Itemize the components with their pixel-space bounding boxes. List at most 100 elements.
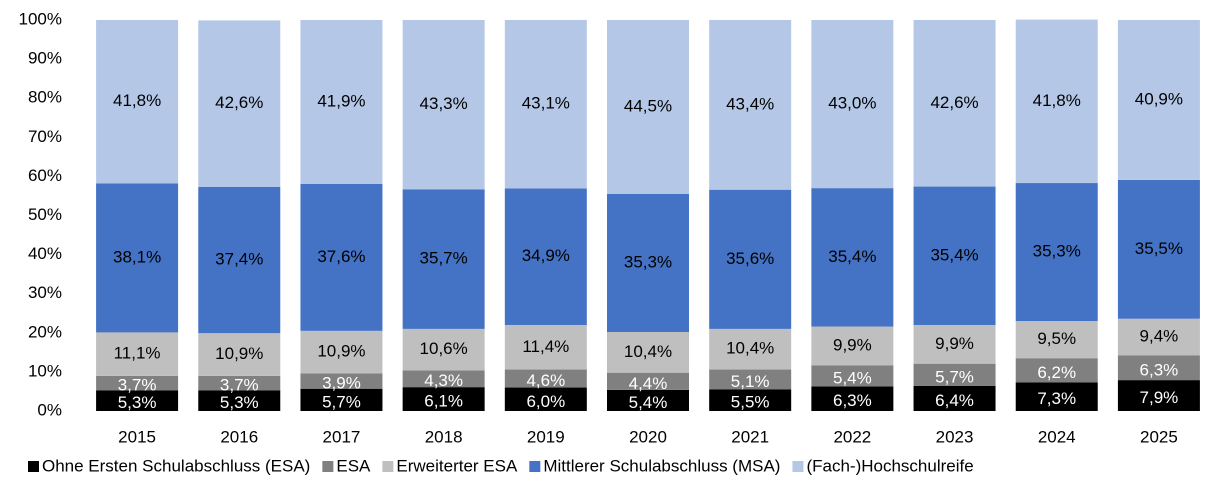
bar-segment — [607, 193, 689, 333]
legend-label: (Fach-)Hochschulreife — [806, 456, 973, 475]
data-label: 6,3% — [1140, 360, 1179, 379]
data-label: 6,2% — [1037, 363, 1076, 382]
data-label: 3,7% — [118, 376, 157, 395]
bar-segment — [607, 332, 689, 373]
bar-segment — [709, 328, 792, 370]
bar-segment — [913, 20, 996, 187]
data-label: 41,8% — [1033, 91, 1081, 110]
bar-segment — [300, 388, 383, 411]
bar-segment — [1015, 321, 1098, 359]
data-label: 6,4% — [935, 391, 974, 410]
bar-segment — [402, 328, 485, 371]
x-tick-label: 2020 — [629, 427, 667, 446]
data-label: 9,9% — [935, 334, 974, 353]
bar-segment — [504, 188, 587, 325]
data-label: 40,9% — [1135, 89, 1183, 108]
data-label: 9,9% — [833, 335, 872, 354]
data-label: 43,3% — [420, 94, 468, 113]
data-label: 9,4% — [1140, 327, 1179, 346]
data-label: 5,1% — [731, 372, 770, 391]
bar-segment — [300, 20, 383, 184]
bar-segment — [300, 373, 383, 389]
bar-segment — [811, 326, 894, 366]
bar-segment — [1117, 380, 1200, 411]
data-label: 5,4% — [833, 368, 872, 387]
data-label: 37,6% — [317, 247, 365, 266]
legend-swatch — [382, 461, 394, 472]
legend-swatch — [28, 461, 39, 472]
data-label: 10,9% — [317, 342, 365, 361]
data-label: 35,4% — [930, 245, 978, 264]
data-label: 37,4% — [215, 250, 263, 269]
bar-segment — [198, 390, 281, 411]
bar-segment — [811, 365, 894, 387]
x-tick-label: 2025 — [1140, 427, 1178, 446]
legend-label: Mittlerer Schulabschluss (MSA) — [543, 456, 780, 475]
x-tick-label: 2017 — [323, 427, 361, 446]
data-label: 10,4% — [726, 339, 774, 358]
bar-segment — [504, 20, 587, 189]
x-tick-label: 2023 — [936, 427, 974, 446]
data-label: 35,4% — [828, 247, 876, 266]
data-label: 6,3% — [833, 391, 872, 410]
bar-segment — [913, 363, 996, 386]
legend-swatch — [322, 461, 334, 472]
data-label: 41,9% — [317, 91, 365, 110]
legend-label: Ohne Ersten Schulabschluss (ESA) — [42, 456, 310, 475]
data-label: 5,7% — [322, 392, 361, 411]
bar-segment — [198, 375, 281, 391]
bar-segment — [1117, 318, 1200, 356]
data-label: 35,3% — [1033, 242, 1081, 261]
bar-segment — [811, 20, 894, 189]
data-label: 41,8% — [113, 91, 161, 110]
y-tick-label: 40% — [28, 244, 62, 263]
x-tick-label: 2024 — [1038, 427, 1076, 446]
y-tick-label: 20% — [28, 322, 62, 341]
bar-segment — [1015, 358, 1098, 383]
data-label: 3,7% — [220, 376, 259, 395]
bar-segment — [1117, 20, 1200, 180]
data-label: 35,7% — [420, 249, 468, 268]
bar-segment — [607, 389, 689, 411]
data-label: 35,3% — [624, 252, 672, 271]
bar-segment — [504, 324, 587, 370]
bar-segment — [913, 186, 996, 325]
y-tick-label: 100% — [19, 9, 62, 28]
legend-swatch — [792, 461, 804, 472]
y-tick-label: 90% — [28, 49, 62, 68]
y-tick-label: 80% — [28, 88, 62, 107]
bar-segment — [1015, 183, 1098, 322]
bar-segment — [709, 189, 792, 329]
bar-segment — [96, 20, 179, 184]
bar-segment — [96, 183, 179, 333]
bar-segment — [402, 20, 485, 190]
data-label: 4,3% — [424, 371, 463, 390]
bar-segment — [300, 183, 383, 331]
bar-segment — [709, 369, 792, 390]
data-label: 7,3% — [1037, 389, 1076, 408]
data-label: 42,6% — [215, 93, 263, 112]
bar-segment — [402, 387, 485, 411]
y-tick-label: 0% — [37, 400, 62, 419]
bar-segment — [504, 387, 587, 411]
legend-label: Erweiterter ESA — [396, 456, 518, 475]
bar-segment — [300, 330, 383, 374]
data-label: 3,9% — [322, 374, 361, 393]
bar-segment — [402, 370, 485, 388]
bar-segment — [607, 20, 689, 194]
data-label: 5,3% — [220, 393, 259, 412]
x-tick-label: 2016 — [220, 427, 258, 446]
bar-segment — [913, 385, 996, 411]
y-tick-label: 70% — [28, 127, 62, 146]
bar-segment — [1117, 355, 1200, 381]
x-tick-label: 2015 — [118, 427, 156, 446]
bar-segment — [96, 390, 179, 411]
bar-segment — [198, 333, 281, 376]
data-label: 4,4% — [629, 374, 668, 393]
data-label: 6,1% — [424, 392, 463, 411]
data-label: 10,4% — [624, 342, 672, 361]
bar-segment — [811, 386, 894, 411]
data-label: 43,0% — [828, 94, 876, 113]
y-tick-label: 30% — [28, 283, 62, 302]
